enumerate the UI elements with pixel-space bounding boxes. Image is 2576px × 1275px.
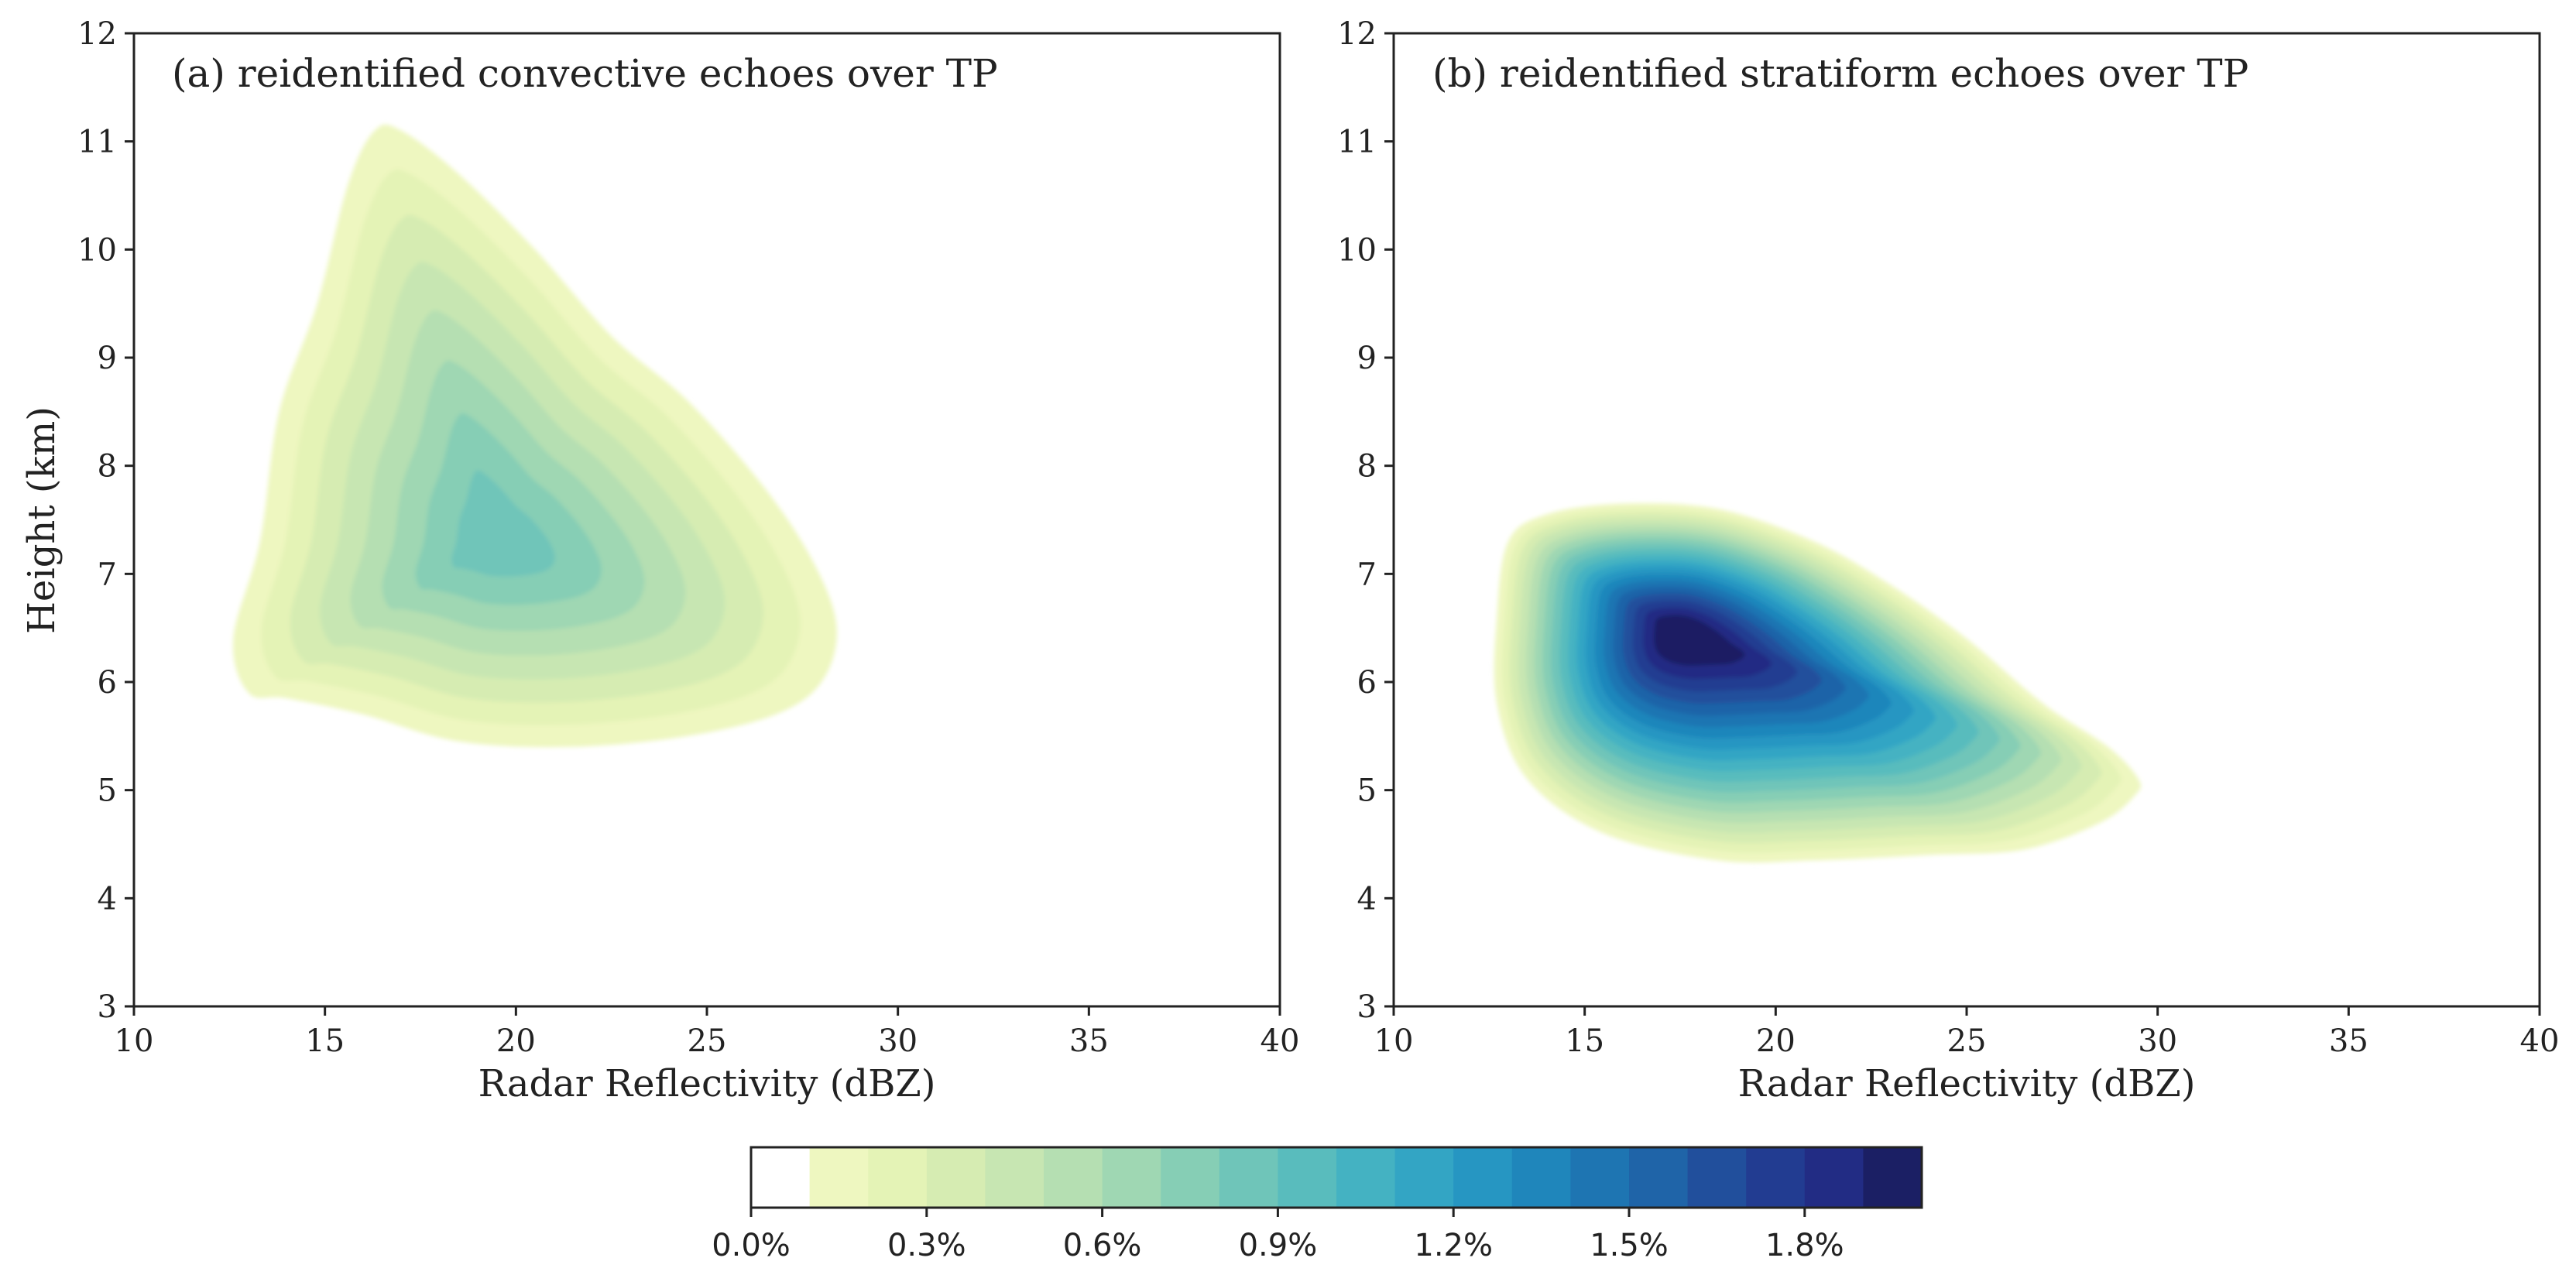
y-tick-label: 11 xyxy=(1337,125,1377,160)
y-tick-label: 12 xyxy=(77,16,117,52)
x-tick-label: 30 xyxy=(878,1023,918,1059)
y-tick-label: 6 xyxy=(1357,665,1377,701)
colorbar-cell xyxy=(809,1147,869,1208)
colorbar-cells xyxy=(751,1147,1923,1208)
panel-title: (a) reidentified convective echoes over … xyxy=(172,51,998,96)
colorbar-cell xyxy=(1863,1147,1923,1208)
colorbar-cell xyxy=(1044,1147,1103,1208)
x-tick-label: 10 xyxy=(115,1023,154,1059)
panel-a-convective: 10 15 20 25 30 35 40 3 4 5 6 7 8 9 10 11 12 (a) reident… xyxy=(20,16,1299,1105)
colorbar-cell xyxy=(1687,1147,1747,1208)
y-tick-label: 5 xyxy=(98,773,117,809)
colorbar-tick-label: 1.5% xyxy=(1590,1228,1669,1263)
contour-level-8 xyxy=(451,470,555,577)
colorbar-cell xyxy=(1161,1147,1220,1208)
panel-title: (b) reidentified stratiform echoes over … xyxy=(1432,51,2248,96)
y-tick-label: 11 xyxy=(77,125,117,160)
colorbar-cell xyxy=(1746,1147,1806,1208)
panel-b-stratiform: 10 15 20 25 30 35 40 3 4 5 6 7 8 9 10 11 12 (b) reident… xyxy=(1337,16,2559,1105)
y-tick-label: 10 xyxy=(1337,232,1377,268)
colorbar: 0.0% 0.3% 0.6% 0.9% 1.2% 1.5% 1.8% xyxy=(712,1146,1923,1263)
y-axis-label: Height (km) xyxy=(20,406,63,634)
colorbar-tick-label: 1.8% xyxy=(1765,1228,1844,1263)
colorbar-tick-label: 1.2% xyxy=(1414,1228,1493,1263)
colorbar-cell xyxy=(751,1147,811,1208)
colorbar-cell xyxy=(868,1147,928,1208)
y-axis-ticks: 3 4 5 6 7 8 9 10 11 12 xyxy=(1337,16,1394,1025)
colorbar-cell xyxy=(926,1147,986,1208)
colorbar-cell xyxy=(1511,1147,1571,1208)
y-tick-label: 3 xyxy=(1357,989,1377,1025)
contour-bands xyxy=(232,124,837,748)
x-tick-label: 40 xyxy=(2520,1023,2560,1059)
x-tick-label: 25 xyxy=(1947,1023,1987,1059)
colorbar-frame xyxy=(749,1146,1923,1209)
y-tick-label: 12 xyxy=(1337,16,1377,52)
colorbar-cell xyxy=(1629,1147,1689,1208)
y-tick-label: 8 xyxy=(1357,449,1377,485)
y-tick-label: 9 xyxy=(98,341,117,376)
x-axis-label: Radar Reflectivity (dBZ) xyxy=(1738,1062,2196,1105)
y-tick-label: 5 xyxy=(1357,773,1377,809)
colorbar-tick-label: 0.9% xyxy=(1239,1228,1318,1263)
colorbar-ticks: 0.0% 0.3% 0.6% 0.9% 1.2% 1.5% 1.8% xyxy=(712,1208,1844,1263)
y-axis-ticks: 3 4 5 6 7 8 9 10 11 12 xyxy=(77,16,134,1025)
y-tick-label: 7 xyxy=(1357,557,1377,592)
y-tick-label: 4 xyxy=(98,881,117,917)
colorbar-cell xyxy=(1453,1147,1513,1208)
x-tick-label: 35 xyxy=(1069,1023,1109,1059)
x-tick-label: 10 xyxy=(1374,1023,1414,1059)
colorbar-cell xyxy=(1804,1147,1864,1208)
colorbar-cell xyxy=(1219,1147,1278,1208)
x-tick-label: 15 xyxy=(305,1023,345,1059)
colorbar-tick-label: 0.3% xyxy=(887,1228,966,1263)
x-axis-ticks: 10 15 20 25 30 35 40 xyxy=(1374,1006,2560,1059)
colorbar-tick-label: 0.6% xyxy=(1063,1228,1142,1263)
colorbar-cell xyxy=(1394,1147,1454,1208)
colorbar-cell xyxy=(1336,1147,1396,1208)
x-tick-label: 40 xyxy=(1261,1023,1300,1059)
y-tick-label: 9 xyxy=(1357,341,1377,376)
colorbar-cell xyxy=(985,1147,1044,1208)
y-tick-label: 6 xyxy=(98,665,117,701)
x-tick-label: 25 xyxy=(688,1023,727,1059)
x-tick-label: 30 xyxy=(2138,1023,2177,1059)
y-tick-label: 4 xyxy=(1357,881,1377,917)
colorbar-cell xyxy=(1102,1147,1161,1208)
colorbar-tick-label: 0.0% xyxy=(712,1228,791,1263)
y-tick-label: 7 xyxy=(98,557,117,592)
colorbar-cell xyxy=(1278,1147,1337,1208)
x-tick-label: 20 xyxy=(1756,1023,1796,1059)
x-axis-ticks: 10 15 20 25 30 35 40 xyxy=(115,1006,1300,1059)
x-tick-label: 20 xyxy=(496,1023,536,1059)
contour-level-20 xyxy=(1665,622,1717,652)
x-axis-label: Radar Reflectivity (dBZ) xyxy=(478,1062,936,1105)
y-tick-label: 10 xyxy=(77,232,117,268)
y-tick-label: 3 xyxy=(98,989,117,1025)
x-tick-label: 15 xyxy=(1565,1023,1604,1059)
colorbar-cell xyxy=(1570,1147,1630,1208)
contour-bands xyxy=(1494,502,2142,863)
x-tick-label: 35 xyxy=(2329,1023,2368,1059)
y-tick-label: 8 xyxy=(98,449,117,485)
